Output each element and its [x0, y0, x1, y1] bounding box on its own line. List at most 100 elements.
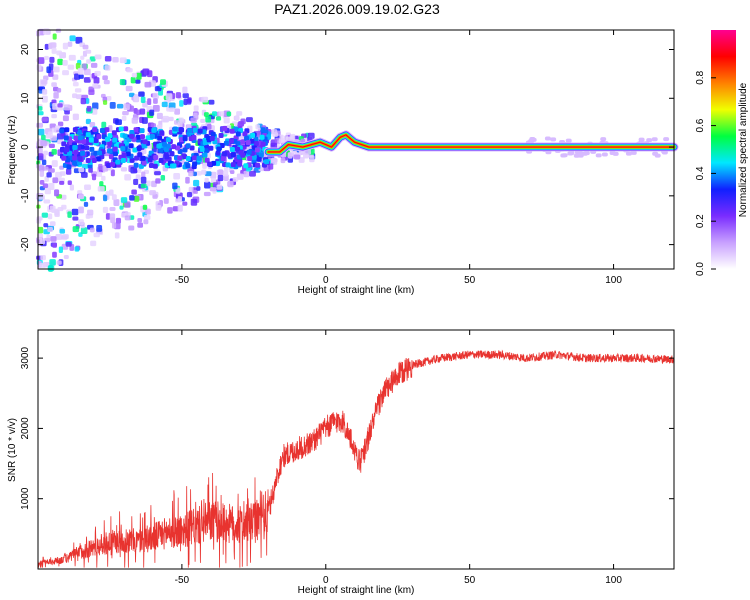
spectrogram-cell [84, 68, 91, 76]
spectrogram-cell [172, 182, 178, 190]
colorbar: 0.0 0.2 0.4 0.6 0.8 Normalized spectral ampl… [695, 30, 749, 276]
spectrogram-cell [76, 129, 82, 135]
spectrogram-y-tick-label: 20 [20, 44, 31, 56]
spectrogram-cell [84, 145, 90, 151]
spectrogram-cell [36, 122, 44, 128]
spectrogram-cell [567, 151, 574, 156]
spectrogram-cell [53, 66, 60, 73]
spectrogram-cell [48, 143, 55, 148]
spectrogram-cell [119, 78, 126, 86]
spectrogram-cell [147, 157, 153, 163]
spectrogram-cell [229, 147, 235, 153]
colorbar-tick-label: 0.8 [695, 70, 706, 84]
spectrogram-cell [61, 141, 67, 147]
spectrogram-cell [126, 68, 133, 73]
spectrogram-cell [651, 137, 658, 142]
spectrogram-cell [91, 108, 98, 115]
spectrogram-cell [229, 128, 235, 134]
snr-x-tick-label: 0 [323, 575, 329, 586]
spectrogram-cell [278, 138, 285, 144]
spectrogram-cell [160, 174, 166, 181]
spectrogram-cell [102, 100, 108, 105]
spectrogram-cell [133, 127, 139, 133]
spectrogram-cell [110, 161, 116, 167]
spectrogram-cell [47, 168, 55, 173]
snr-x-ticks: -50 0 50 100 [175, 330, 622, 586]
spectrogram-cell [40, 239, 46, 245]
spectrogram-cell [175, 92, 182, 99]
spectrogram-cell [201, 169, 207, 175]
spectrogram-cell [203, 148, 209, 154]
spectrogram-cell [125, 85, 133, 92]
spectrogram-cell [57, 103, 63, 108]
spectrogram-cell [89, 227, 95, 233]
spectrogram-cell [156, 143, 162, 149]
spectrogram-cell [221, 151, 227, 157]
spectrogram-cell [80, 227, 88, 235]
spectrogram-cell [124, 201, 131, 208]
spectrogram-cell [202, 164, 207, 169]
spectrogram-cell [37, 106, 43, 111]
spectrogram-cell [220, 156, 226, 162]
snr-y-tick-label: 1000 [20, 487, 31, 510]
spectrogram-cell [600, 137, 607, 142]
spectrogram-cell [264, 159, 270, 165]
spectrogram-cell [298, 157, 305, 163]
spectrogram-cell [38, 128, 45, 136]
spectrogram-cell [193, 112, 198, 119]
spectrogram-cell [217, 174, 224, 182]
spectrogram-cell [195, 171, 202, 176]
spectrogram-cell [114, 232, 120, 239]
spectrogram-cell [143, 219, 149, 225]
spectrogram-cell [39, 179, 45, 185]
spectrogram-cell [41, 88, 48, 95]
spectrogram-cell [72, 155, 78, 161]
spectrogram-cell [191, 134, 197, 140]
spectrogram-cell [52, 242, 57, 248]
spectrogram-cell [63, 255, 69, 260]
spectrogram-cell [245, 140, 251, 146]
spectrogram-cell [37, 153, 44, 161]
spectrogram-cell [135, 134, 141, 140]
spectrogram-cell [235, 131, 241, 137]
spectrogram-cell [49, 221, 56, 227]
spectrogram-cell [40, 80, 48, 85]
spectrogram-cell [238, 121, 244, 127]
spectrogram-cell [89, 56, 96, 62]
spectrogram-cell [230, 152, 236, 158]
snr-y-label: SNR (10 * v/v) [7, 418, 18, 482]
spectrogram-cell [52, 74, 59, 80]
spectrogram-cell [226, 111, 232, 117]
spectrogram-cell [139, 134, 145, 140]
spectrogram-cell [145, 208, 151, 215]
spectrogram-cell [144, 81, 152, 88]
spectrogram-cell [140, 176, 147, 184]
spectrogram-cell [75, 36, 83, 44]
spectrogram-cell [242, 131, 248, 137]
spectrogram-cell [236, 111, 243, 116]
spectrogram-cell [161, 101, 168, 108]
spectrogram-cell [104, 55, 112, 62]
spectrogram-cell [182, 147, 188, 153]
spectrogram-cell [210, 131, 216, 137]
spectrogram-cell [43, 223, 49, 228]
spectrogram-cell [182, 136, 188, 142]
spectrogram-cell [94, 54, 102, 60]
spectrogram-cell [190, 198, 198, 206]
spectrogram-cell [105, 191, 111, 196]
spectrogram-cell [102, 75, 108, 81]
spectrogram-cell [160, 79, 166, 85]
spectrogram-cell [142, 204, 148, 210]
spectrogram-cell [41, 212, 49, 218]
spectrogram-cell [93, 77, 100, 84]
spectrogram-cell [59, 128, 65, 134]
spectrogram-cell [37, 111, 44, 116]
spectrogram-cell [67, 64, 75, 70]
spectrogram-cell [280, 157, 286, 164]
spectrogram-cell [202, 152, 208, 158]
spectrogram-cell [253, 141, 259, 147]
spectrogram-cell [254, 147, 260, 153]
spectrogram-cell [175, 145, 181, 151]
spectrogram-cell [72, 113, 79, 121]
spectrogram-cell [215, 116, 222, 121]
